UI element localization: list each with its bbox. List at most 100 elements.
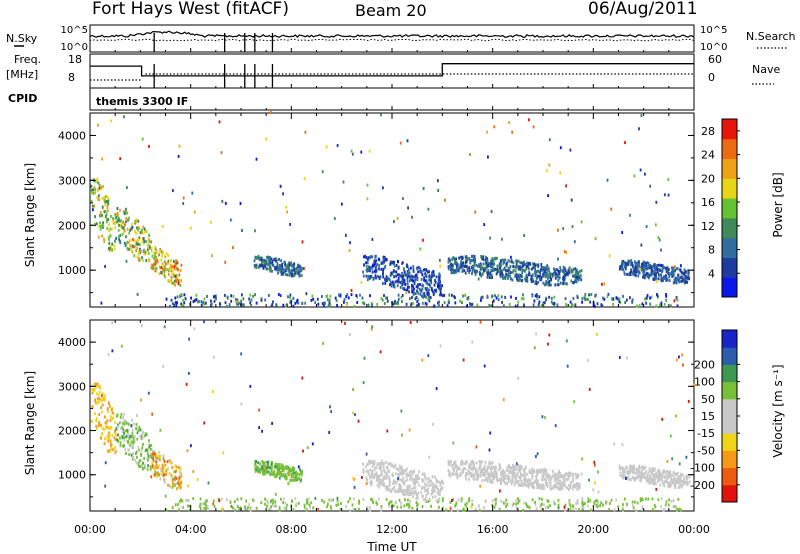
data-cell bbox=[519, 261, 522, 265]
data-cell bbox=[352, 388, 354, 391]
data-cell bbox=[523, 303, 525, 307]
data-cell bbox=[289, 222, 291, 226]
data-cell bbox=[111, 349, 114, 353]
data-cell bbox=[137, 429, 140, 433]
data-cell bbox=[199, 497, 202, 501]
data-cell bbox=[301, 470, 303, 474]
data-cell bbox=[401, 479, 404, 483]
data-cell bbox=[580, 220, 583, 224]
data-cell bbox=[627, 476, 629, 480]
data-cell bbox=[278, 476, 281, 480]
data-cell bbox=[678, 481, 680, 485]
data-cell bbox=[100, 423, 102, 427]
data-cell bbox=[290, 475, 293, 479]
data-cell bbox=[649, 469, 652, 473]
data-cell bbox=[151, 254, 154, 258]
data-cell bbox=[632, 506, 635, 510]
data-cell bbox=[337, 503, 339, 507]
data-cell bbox=[512, 502, 515, 506]
data-cell bbox=[403, 504, 406, 508]
data-cell bbox=[206, 499, 208, 503]
data-cell bbox=[167, 261, 169, 265]
data-cell bbox=[389, 283, 391, 286]
data-cell bbox=[416, 267, 419, 271]
data-cell bbox=[534, 503, 537, 507]
data-cell bbox=[478, 460, 481, 464]
data-cell bbox=[223, 293, 226, 297]
data-cell bbox=[431, 288, 433, 292]
data-cell bbox=[192, 470, 195, 473]
data-cell bbox=[252, 294, 254, 298]
data-cell bbox=[135, 242, 138, 246]
data-cell bbox=[475, 461, 478, 465]
data-cell bbox=[166, 460, 169, 464]
data-cell bbox=[521, 271, 524, 275]
data-cell bbox=[471, 302, 474, 306]
data-cell bbox=[501, 272, 503, 275]
data-cell bbox=[131, 435, 133, 439]
data-cell bbox=[390, 284, 393, 288]
data-cell bbox=[128, 452, 131, 456]
data-cell bbox=[384, 485, 387, 489]
data-cell bbox=[633, 273, 636, 277]
data-cell bbox=[651, 265, 654, 269]
data-cell bbox=[203, 502, 206, 506]
data-cell bbox=[640, 268, 643, 272]
data-cell bbox=[257, 461, 259, 465]
data-cell bbox=[393, 486, 396, 490]
data-cell bbox=[135, 423, 138, 426]
data-cell bbox=[260, 258, 263, 262]
cpid-label: CPID bbox=[8, 92, 37, 105]
data-cell bbox=[305, 292, 308, 296]
data-cell bbox=[466, 304, 468, 308]
data-cell bbox=[655, 471, 658, 475]
data-cell bbox=[403, 469, 405, 473]
data-cell bbox=[493, 267, 495, 271]
data-cell bbox=[420, 490, 423, 494]
data-cell bbox=[177, 154, 180, 158]
data-cell bbox=[534, 480, 536, 484]
data-cell bbox=[666, 278, 669, 282]
data-cell bbox=[651, 469, 654, 473]
data-cell bbox=[565, 477, 567, 481]
data-cell bbox=[121, 226, 124, 230]
data-cell bbox=[558, 469, 560, 473]
nsky-panel-frame bbox=[89, 24, 695, 53]
data-cell bbox=[153, 251, 155, 255]
data-cell bbox=[297, 465, 300, 469]
data-cell bbox=[348, 249, 351, 252]
data-cell bbox=[180, 302, 183, 306]
data-cell bbox=[553, 301, 556, 305]
data-cell bbox=[230, 294, 233, 298]
data-cell bbox=[557, 278, 560, 282]
data-cell bbox=[404, 498, 406, 502]
data-cell bbox=[501, 237, 503, 241]
data-cell bbox=[507, 269, 509, 273]
data-cell bbox=[123, 422, 126, 426]
data-cell bbox=[439, 280, 442, 284]
data-cell bbox=[537, 269, 540, 273]
data-cell bbox=[541, 502, 543, 506]
data-cell bbox=[631, 299, 634, 303]
data-cell bbox=[425, 483, 428, 487]
data-cell bbox=[631, 476, 634, 479]
data-cell bbox=[439, 258, 441, 262]
data-cell bbox=[535, 293, 538, 297]
data-cell bbox=[359, 293, 361, 297]
data-cell bbox=[557, 498, 560, 502]
data-cell bbox=[292, 472, 294, 476]
data-cell bbox=[351, 503, 354, 507]
data-cell bbox=[508, 475, 510, 478]
data-cell bbox=[399, 285, 402, 289]
data-cell bbox=[676, 277, 679, 281]
data-cell bbox=[367, 258, 369, 261]
data-cell bbox=[494, 294, 496, 298]
data-cell bbox=[525, 273, 528, 277]
data-cell bbox=[490, 304, 493, 308]
data-cell bbox=[477, 477, 479, 481]
data-cell bbox=[412, 279, 414, 283]
data-cell bbox=[450, 460, 452, 464]
data-cell bbox=[510, 255, 512, 259]
data-cell bbox=[293, 263, 295, 267]
data-cell bbox=[123, 229, 126, 232]
